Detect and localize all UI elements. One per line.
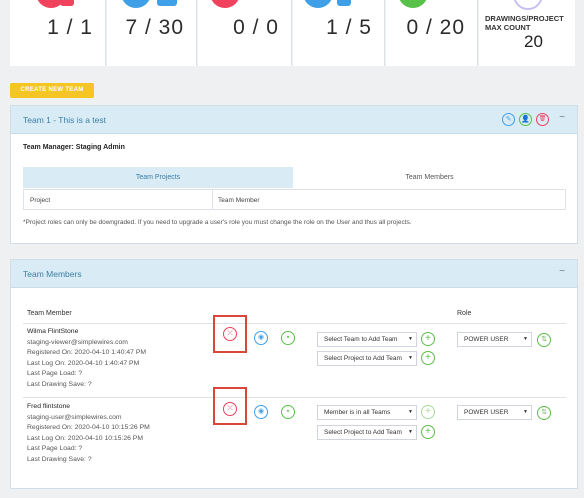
stat-card-1: 1 / 1: [10, 0, 106, 66]
chevron-down-icon: ▼: [408, 409, 413, 415]
stat-value: 1 / 5: [326, 16, 372, 39]
user-icon[interactable]: 👤: [519, 113, 532, 126]
highlight-box: [213, 315, 247, 353]
team-select[interactable]: Select Team to Add Team ▼: [317, 332, 417, 347]
view-icon[interactable]: ◉: [254, 405, 268, 419]
stat-value: 7 / 30: [125, 16, 184, 39]
stat-label: DRAWINGS/PROJECT MAX COUNT: [485, 14, 564, 32]
create-new-team-button[interactable]: CREATE NEW TEAM: [10, 83, 94, 98]
team-panel: Team 1 - This is a test ✎ 👤 🗑 − Team Man…: [10, 105, 578, 244]
stat-circle-icon: [121, 0, 151, 8]
project-select-value: Select Project to Add Team: [324, 429, 402, 436]
members-panel-header[interactable]: Team Members −: [11, 260, 577, 288]
member-email: staging-user@simplewires.com: [27, 413, 122, 421]
member-registered: Registered On: 2020-04-10 10:15:26 PM: [27, 424, 150, 432]
chevron-down-icon: ▼: [408, 336, 413, 342]
stat-value: 0 / 0: [233, 16, 279, 39]
divider: [23, 323, 566, 324]
member-last-drawing: Last Drawing Save: ?: [27, 380, 92, 388]
lock-icon[interactable]: ▪: [281, 405, 295, 419]
team-select-value: Select Team to Add Team: [324, 336, 398, 343]
member-row: Wilma FlintStone staging-viewer@simplewi…: [27, 327, 146, 391]
member-last-page: Last Page Load: ?: [27, 370, 83, 378]
role-select-value: POWER USER: [464, 409, 509, 416]
add-project-icon[interactable]: +: [421, 425, 435, 439]
role-select[interactable]: POWER USER ▼: [457, 405, 532, 420]
member-last-page: Last Page Load: ?: [27, 445, 83, 453]
update-role-icon[interactable]: ⇅: [537, 406, 551, 420]
member-name: Wilma FlintStone: [27, 328, 79, 335]
team-panel-header[interactable]: Team 1 - This is a test ✎ 👤 🗑 −: [11, 106, 577, 134]
team-select[interactable]: Member is in all Teams ▼: [317, 405, 417, 420]
stat-circle-icon: [36, 0, 66, 8]
chevron-down-icon: ▼: [523, 336, 528, 342]
column-header-project: Project: [30, 197, 51, 204]
remove-user-icon[interactable]: ⤫: [223, 327, 237, 341]
delete-icon[interactable]: 🗑: [536, 113, 549, 126]
stat-card-5: 0 / 20: [386, 0, 478, 66]
column-divider: [212, 190, 213, 210]
member-last-log: Last Log On: 2020-04-10 1:40:47 PM: [27, 359, 140, 367]
stat-circle-icon: [303, 0, 333, 8]
stat-bar: [60, 0, 74, 6]
add-team-icon[interactable]: +: [421, 332, 435, 346]
column-header-team-member: Team Member: [27, 310, 72, 317]
team-select-value: Member is in all Teams: [324, 409, 391, 416]
stat-card-2: 7 / 30: [107, 0, 197, 66]
tab-team-projects[interactable]: Team Projects: [23, 167, 293, 188]
edit-icon[interactable]: ✎: [502, 113, 515, 126]
member-last-drawing: Last Drawing Save: ?: [27, 455, 92, 463]
stat-value: 0 / 20: [406, 16, 465, 39]
team-title: Team 1 - This is a test: [23, 115, 106, 125]
stat-bar: [337, 0, 351, 6]
role-select-value: POWER USER: [464, 336, 509, 343]
member-last-log: Last Log On: 2020-04-10 10:15:26 PM: [27, 434, 144, 442]
project-select-value: Select Project to Add Team: [324, 355, 402, 362]
chevron-down-icon: ▼: [408, 429, 413, 435]
pencil-icon: [513, 0, 543, 10]
team-manager: Team Manager: Staging Admin: [23, 144, 125, 151]
member-registered: Registered On: 2020-04-10 1:40:47 PM: [27, 349, 147, 357]
role-select[interactable]: POWER USER ▼: [457, 332, 532, 347]
team-tabs: Team Projects Team Members: [23, 167, 566, 189]
projects-table: Project Team Member: [23, 189, 566, 210]
project-roles-note: *Project roles can only be downgraded. I…: [23, 219, 412, 226]
lock-icon[interactable]: ▪: [281, 331, 295, 345]
members-title: Team Members: [23, 269, 82, 279]
chevron-down-icon: ▼: [408, 355, 413, 361]
stat-card-4: 1 / 5: [293, 0, 385, 66]
highlight-box: [213, 387, 247, 425]
member-email: staging-viewer@simplewires.com: [27, 338, 128, 346]
tab-team-members[interactable]: Team Members: [293, 167, 566, 188]
stat-value: 20: [524, 32, 543, 51]
stat-card-6: DRAWINGS/PROJECT MAX COUNT 20: [479, 0, 575, 66]
chevron-down-icon: ▼: [523, 409, 528, 415]
member-row: Fred flintstone staging-user@simplewires…: [27, 402, 150, 466]
collapse-icon[interactable]: −: [559, 112, 565, 123]
stat-circle-icon: [210, 0, 240, 8]
stat-card-3: 0 / 0: [198, 0, 292, 66]
stats-strip: 1 / 1 7 / 30 0 / 0 1 / 5 0 / 20 DRAWINGS…: [0, 0, 584, 66]
column-header-team-member: Team Member: [218, 197, 260, 204]
member-name: Fred flintstone: [27, 403, 71, 410]
stat-circle-icon: [398, 0, 428, 8]
view-icon[interactable]: ◉: [254, 331, 268, 345]
add-project-icon[interactable]: +: [421, 351, 435, 365]
stat-value: 1 / 1: [47, 16, 93, 39]
add-team-icon[interactable]: +: [421, 405, 435, 419]
project-select[interactable]: Select Project to Add Team ▼: [317, 425, 417, 440]
update-role-icon[interactable]: ⇅: [537, 333, 551, 347]
divider: [23, 397, 566, 398]
remove-user-icon[interactable]: ⤫: [223, 402, 237, 416]
collapse-icon[interactable]: −: [559, 266, 565, 277]
project-select[interactable]: Select Project to Add Team ▼: [317, 351, 417, 366]
stat-bar: [157, 0, 177, 6]
team-members-panel: Team Members − Team Member Role Wilma Fl…: [10, 259, 578, 489]
column-header-role: Role: [457, 310, 472, 317]
